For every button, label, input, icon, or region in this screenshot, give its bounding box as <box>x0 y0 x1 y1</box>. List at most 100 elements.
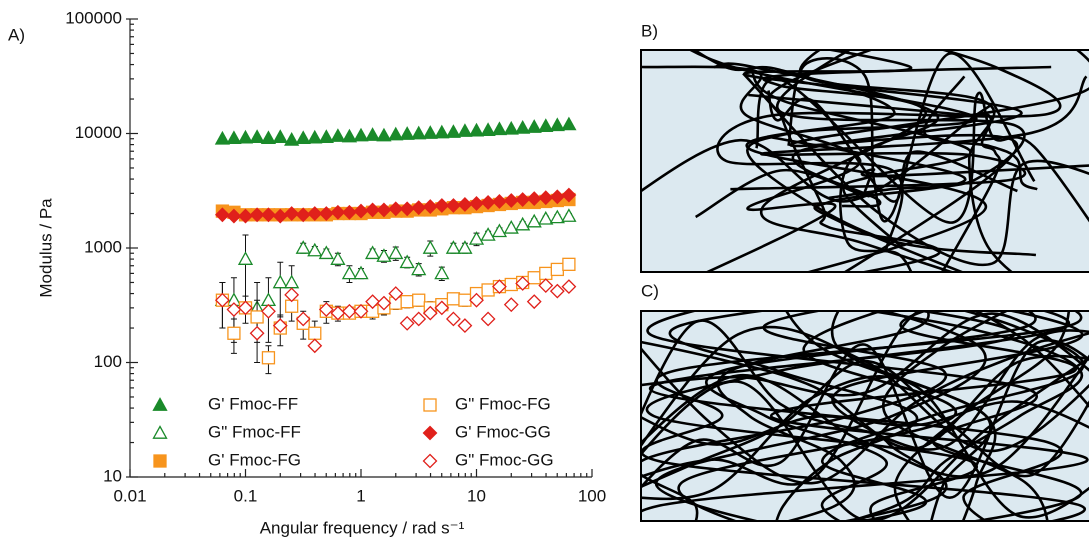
marker <box>261 207 276 223</box>
marker <box>434 124 450 139</box>
legend-label: G" Fmoc-FF <box>208 422 301 441</box>
marker <box>376 202 392 218</box>
marker <box>445 311 461 327</box>
marker <box>284 274 300 289</box>
marker <box>491 223 508 238</box>
legend-label: G' Fmoc-FF <box>208 394 298 413</box>
y-tick-label: 10000 <box>75 123 122 142</box>
fiber <box>748 93 1002 272</box>
error-bar <box>277 261 284 318</box>
marker <box>515 216 531 231</box>
marker <box>457 240 473 254</box>
marker <box>492 279 507 295</box>
marker <box>399 201 415 217</box>
marker <box>330 204 346 220</box>
marker <box>561 187 577 203</box>
marker <box>422 240 438 254</box>
marker <box>249 325 265 341</box>
marker <box>318 302 334 317</box>
marker <box>376 127 392 142</box>
marker <box>226 302 242 317</box>
x-tick-label: 0.1 <box>234 486 258 505</box>
marker <box>549 117 565 132</box>
legend-marker <box>422 453 438 469</box>
marker <box>318 245 334 260</box>
marker <box>342 204 357 220</box>
fiber <box>641 319 1089 451</box>
y-tick-label: 10 <box>103 466 122 485</box>
legend-marker <box>153 454 167 468</box>
marker <box>318 129 334 143</box>
marker <box>272 274 288 289</box>
legend-label: G' Fmoc-FG <box>208 450 301 469</box>
marker <box>214 207 230 223</box>
fiber <box>743 50 1023 208</box>
x-tick-label: 1 <box>356 486 365 505</box>
marker <box>468 122 485 137</box>
fiber <box>641 339 1089 500</box>
marker <box>307 206 323 221</box>
marker <box>388 126 404 141</box>
marker <box>284 132 300 146</box>
marker <box>342 303 357 319</box>
marker <box>538 278 554 293</box>
fiber <box>641 374 1089 519</box>
fiber <box>893 311 1071 521</box>
marker <box>503 193 519 208</box>
y-tick-label: 100000 <box>65 8 122 27</box>
fiber <box>648 311 1063 521</box>
marker <box>399 315 415 331</box>
marker <box>307 129 323 144</box>
marker <box>515 192 531 207</box>
marker <box>237 251 254 265</box>
marker <box>261 351 276 365</box>
fiber <box>742 72 1089 267</box>
marker <box>539 266 553 281</box>
marker <box>561 208 577 222</box>
marker <box>503 297 519 313</box>
marker <box>561 116 577 131</box>
marker <box>376 248 392 262</box>
panel-label: C) <box>641 281 659 300</box>
marker <box>445 198 461 213</box>
marker <box>318 206 334 221</box>
marker <box>457 123 473 137</box>
marker <box>330 305 346 321</box>
marker <box>399 254 415 269</box>
y-axis-label: Modulus / Pa <box>36 198 55 298</box>
marker <box>399 126 415 140</box>
y-tick-label: 100 <box>94 352 122 371</box>
marker <box>412 293 426 307</box>
marker <box>226 208 242 224</box>
marker <box>353 265 369 280</box>
marker <box>284 287 300 303</box>
legend-marker <box>152 397 168 411</box>
fiber <box>641 400 1089 446</box>
fiber-network <box>641 311 1089 521</box>
marker <box>549 209 565 224</box>
marker <box>469 292 484 308</box>
marker <box>261 303 276 319</box>
marker <box>249 207 265 223</box>
marker <box>481 283 495 297</box>
x-tick-label: 100 <box>578 486 606 505</box>
marker <box>515 120 531 134</box>
fiber <box>641 340 1089 450</box>
marker <box>388 245 404 260</box>
fiber <box>820 311 1085 521</box>
fiber <box>831 311 1084 521</box>
marker <box>341 128 358 143</box>
marker <box>526 213 542 228</box>
marker <box>468 231 485 245</box>
marker <box>515 276 531 291</box>
marker <box>295 130 311 145</box>
marker <box>260 130 277 145</box>
fiber <box>646 311 1083 521</box>
fiber <box>775 50 1026 200</box>
fiber <box>716 50 1062 252</box>
fiber <box>789 50 1089 272</box>
x-axis-label: Angular frequency / rad s⁻¹ <box>260 518 465 537</box>
legend-marker <box>423 398 437 412</box>
marker <box>457 318 473 334</box>
